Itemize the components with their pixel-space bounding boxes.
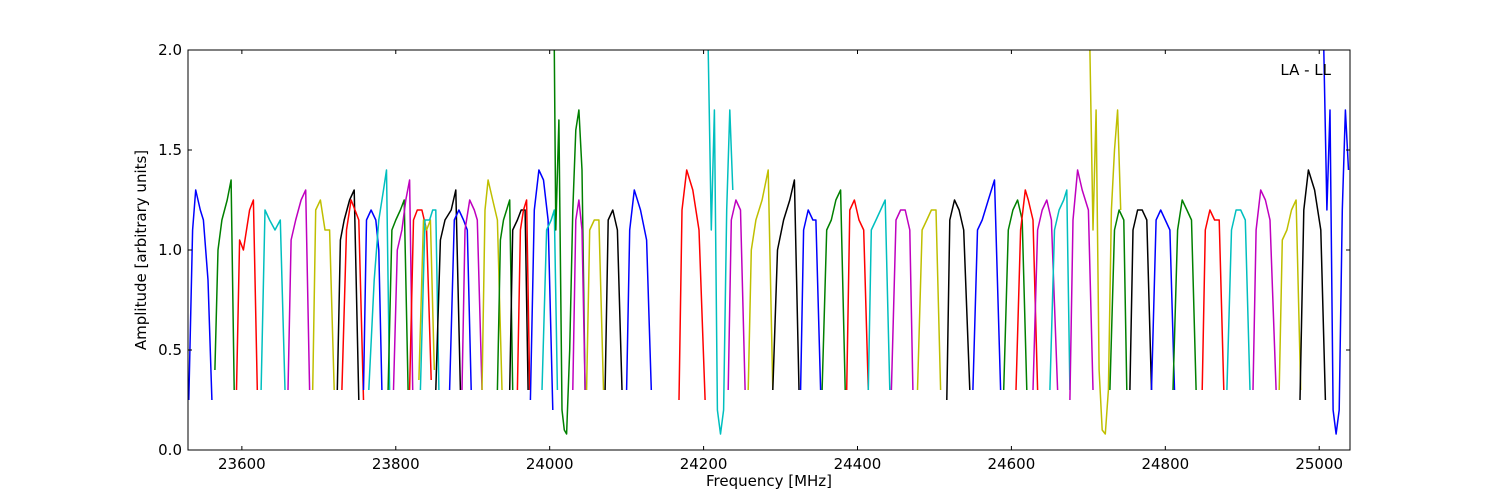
series-line-21 xyxy=(516,199,531,391)
series-line-18 xyxy=(481,179,503,391)
y-tick-label: 0.5 xyxy=(158,341,182,359)
series-line-53 xyxy=(1226,209,1251,391)
series-line-39 xyxy=(916,209,942,391)
series-line-49 xyxy=(1129,209,1153,391)
series-line-4 xyxy=(287,189,311,391)
x-tick-label: 24400 xyxy=(834,455,882,473)
series-line-37 xyxy=(867,199,891,391)
y-tick-label: 2.0 xyxy=(158,41,182,59)
series-line-27 xyxy=(604,209,623,391)
series-line-1 xyxy=(214,179,235,391)
series-line-44 xyxy=(1032,199,1059,391)
series-line-5 xyxy=(311,199,335,391)
plot-annotation: LA - LL xyxy=(1280,61,1331,79)
series-line-52 xyxy=(1201,209,1225,391)
series-line-50 xyxy=(1150,209,1176,391)
x-tick-label: 24200 xyxy=(680,455,728,473)
series-line-48 xyxy=(1109,209,1128,391)
y-axis: 0.0 0.5 1.0 1.5 2.0 xyxy=(158,41,1350,459)
series-line-29 xyxy=(678,169,706,401)
series-line-7 xyxy=(341,199,365,401)
series-line-20 xyxy=(508,209,529,391)
series-line-26 xyxy=(585,219,605,391)
series-line-38 xyxy=(890,209,914,391)
series-line-36 xyxy=(845,199,870,391)
series-layer xyxy=(188,50,1350,435)
series-line-45 xyxy=(1049,189,1071,391)
series-line-0 xyxy=(188,189,213,401)
series-line-10 xyxy=(387,199,409,391)
plot-background xyxy=(188,50,1350,450)
y-axis-label: Amplitude [arbitrary units] xyxy=(132,150,150,350)
series-line-46 xyxy=(1069,169,1094,401)
series-line-30 xyxy=(707,50,734,435)
x-axis: 23600 23800 24000 24200 24400 24600 24800 25000 xyxy=(218,50,1343,473)
series-line-14 xyxy=(419,209,440,391)
y-tick-label: 1.0 xyxy=(158,241,182,259)
series-line-11 xyxy=(392,179,414,391)
series-line-3 xyxy=(260,209,286,391)
series-line-8 xyxy=(362,209,383,391)
series-line-56 xyxy=(1299,169,1327,401)
x-tick-label: 23800 xyxy=(372,455,420,473)
series-line-6 xyxy=(336,189,360,401)
series-line-32 xyxy=(747,169,774,391)
x-tick-label: 24600 xyxy=(988,455,1036,473)
series-line-41 xyxy=(972,179,1002,391)
series-line-33 xyxy=(772,179,800,391)
series-line-35 xyxy=(821,189,846,391)
series-line-2 xyxy=(235,199,259,391)
series-line-51 xyxy=(1172,199,1197,391)
series-line-47 xyxy=(1089,50,1122,435)
x-tick-label: 25000 xyxy=(1295,455,1343,473)
series-line-31 xyxy=(727,199,746,391)
x-axis-label: Frequency [MHz] xyxy=(706,472,832,490)
series-line-43 xyxy=(1015,189,1039,391)
x-tick-label: 23600 xyxy=(218,455,266,473)
series-line-22 xyxy=(529,169,554,411)
series-line-55 xyxy=(1278,199,1302,391)
series-line-28 xyxy=(625,189,653,391)
x-tick-label: 24000 xyxy=(526,455,574,473)
series-line-15 xyxy=(435,189,462,391)
series-line-57 xyxy=(1323,50,1350,435)
series-line-19 xyxy=(496,199,514,391)
y-tick-label: 0.0 xyxy=(158,441,182,459)
y-tick-label: 1.5 xyxy=(158,141,182,159)
series-line-23 xyxy=(541,209,559,391)
series-line-24 xyxy=(553,50,586,435)
series-line-40 xyxy=(946,199,971,401)
series-line-16 xyxy=(448,209,472,391)
series-line-54 xyxy=(1252,189,1277,391)
series-line-34 xyxy=(799,209,822,391)
x-tick-label: 24800 xyxy=(1141,455,1189,473)
series-line-42 xyxy=(1002,199,1028,391)
series-line-9 xyxy=(368,169,391,391)
series-line-13 xyxy=(418,219,436,381)
series-line-25 xyxy=(572,199,586,391)
series-line-17 xyxy=(461,199,483,391)
series-line-12 xyxy=(408,209,432,391)
